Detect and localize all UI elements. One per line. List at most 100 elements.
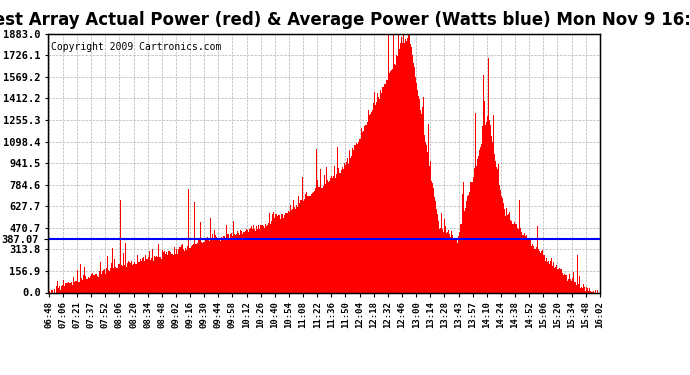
Bar xyxy=(520,228,522,292)
Bar xyxy=(175,254,177,292)
Bar xyxy=(111,263,112,292)
Bar xyxy=(193,244,194,292)
Bar xyxy=(486,122,487,292)
Bar xyxy=(141,261,142,292)
Bar xyxy=(332,178,333,292)
Bar xyxy=(149,251,150,292)
Bar xyxy=(580,287,582,292)
Bar xyxy=(502,198,503,292)
Bar xyxy=(546,258,547,292)
Bar xyxy=(556,265,557,292)
Bar xyxy=(87,279,88,292)
Bar xyxy=(188,189,189,292)
Bar xyxy=(234,234,235,292)
Bar xyxy=(126,267,127,292)
Bar xyxy=(425,142,426,292)
Bar xyxy=(213,240,214,292)
Bar xyxy=(421,114,422,292)
Bar xyxy=(532,244,533,292)
Bar xyxy=(513,222,515,292)
Bar xyxy=(143,256,144,292)
Bar xyxy=(437,221,439,292)
Bar xyxy=(191,246,193,292)
Bar xyxy=(121,265,122,292)
Bar xyxy=(260,225,262,292)
Bar xyxy=(409,34,410,292)
Bar xyxy=(304,194,306,292)
Bar xyxy=(487,117,488,292)
Bar xyxy=(499,185,500,292)
Bar xyxy=(331,176,332,292)
Bar xyxy=(226,225,227,292)
Bar xyxy=(217,238,218,292)
Bar xyxy=(110,268,111,292)
Bar xyxy=(349,150,350,292)
Bar xyxy=(228,238,230,292)
Bar xyxy=(113,268,115,292)
Bar xyxy=(424,135,425,292)
Bar xyxy=(476,166,477,292)
Bar xyxy=(259,228,260,292)
Bar xyxy=(268,223,269,292)
Bar xyxy=(112,248,113,292)
Bar xyxy=(388,34,389,292)
Bar xyxy=(223,236,224,292)
Bar xyxy=(322,188,324,292)
Bar xyxy=(173,255,175,292)
Bar xyxy=(97,277,99,292)
Bar xyxy=(138,262,139,292)
Bar xyxy=(208,238,209,292)
Bar xyxy=(317,180,318,292)
Bar xyxy=(166,255,168,292)
Bar xyxy=(496,166,497,292)
Bar xyxy=(423,97,424,292)
Bar xyxy=(147,259,148,292)
Bar xyxy=(326,166,327,292)
Bar xyxy=(148,257,149,292)
Bar xyxy=(103,270,104,292)
Bar xyxy=(460,224,462,292)
Bar xyxy=(431,181,432,292)
Bar xyxy=(526,235,527,292)
Bar xyxy=(563,275,564,292)
Bar xyxy=(184,251,186,292)
Bar xyxy=(341,170,342,292)
Bar xyxy=(139,262,140,292)
Bar xyxy=(318,187,319,292)
Bar xyxy=(144,261,145,292)
Bar xyxy=(186,251,187,292)
Bar xyxy=(204,242,205,292)
Bar xyxy=(325,184,326,292)
Bar xyxy=(119,264,120,292)
Bar xyxy=(355,145,356,292)
Bar xyxy=(584,291,586,292)
Bar xyxy=(154,255,155,292)
Bar xyxy=(377,98,379,292)
Bar xyxy=(446,232,448,292)
Bar xyxy=(415,77,416,292)
Bar xyxy=(303,201,304,292)
Bar xyxy=(129,262,130,292)
Bar xyxy=(366,122,368,292)
Bar xyxy=(283,217,284,292)
Bar xyxy=(548,261,549,292)
Bar xyxy=(343,169,344,292)
Bar xyxy=(302,177,303,292)
Bar xyxy=(256,226,257,292)
Bar xyxy=(357,144,358,292)
Bar xyxy=(89,278,90,292)
Bar xyxy=(181,245,182,292)
Bar xyxy=(568,279,569,292)
Bar xyxy=(284,214,285,292)
Bar xyxy=(518,229,520,292)
Bar xyxy=(508,214,509,292)
Bar xyxy=(218,238,219,292)
Bar xyxy=(440,228,441,292)
Bar xyxy=(324,175,325,292)
Bar xyxy=(457,243,458,292)
Bar xyxy=(120,200,121,292)
Bar xyxy=(469,192,470,292)
Bar xyxy=(101,271,103,292)
Bar xyxy=(417,90,418,292)
Bar xyxy=(475,113,476,292)
